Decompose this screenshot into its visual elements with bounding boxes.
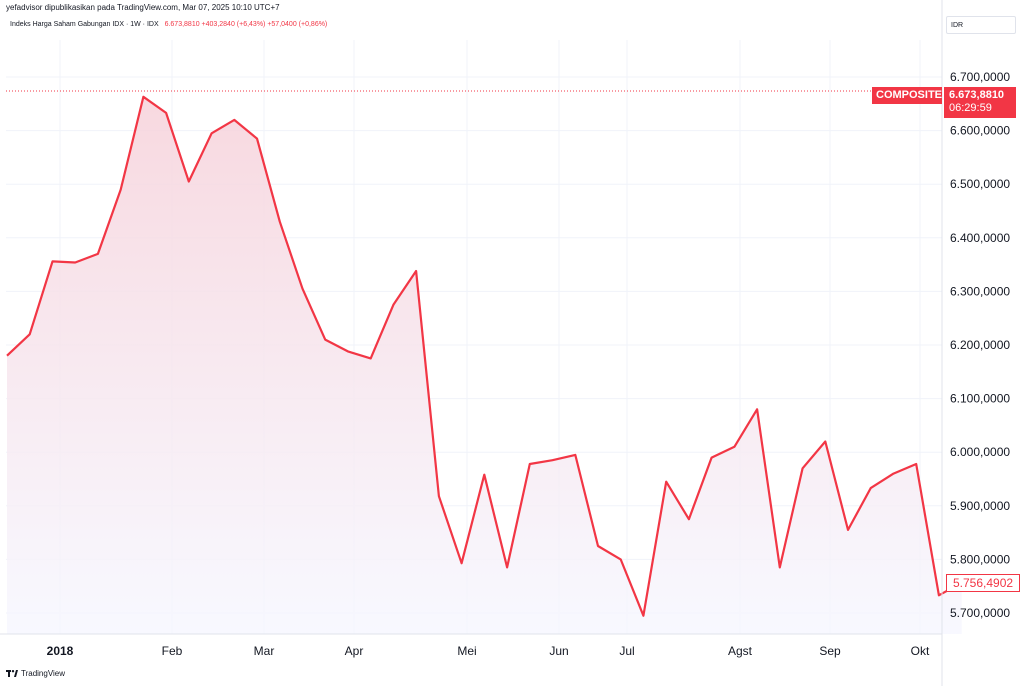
y-tick-label: 6.300,0000 [950,284,1010,298]
y-tick-label: 5.800,0000 [950,552,1010,566]
footer[interactable]: TradingView [6,669,65,678]
current-price-value: 6.673,8810 [949,89,1005,101]
y-tick-label: 6.700,0000 [950,70,1010,84]
symbol-name: Indeks Harga Saham Gabungan IDX · 1W · I… [10,21,159,28]
symbol-values: 6.673,8810 +403,2840 (+6,43%) +57,0400 (… [164,21,328,28]
x-tick-label: Okt [911,644,930,658]
x-tick-label: Jun [549,644,568,658]
countdown-timer: 06:29:59 [949,102,992,114]
y-tick-label: 6.100,0000 [950,392,1010,406]
x-tick-label: Agst [728,644,753,658]
x-axis-labels: 2018 Feb Mar Apr Mei Jun Jul Agst Sep Okt [47,644,930,658]
x-tick-label: Apr [345,644,364,658]
y-tick-label: 5.700,0000 [950,606,1010,620]
currency-label[interactable]: IDR [946,16,1016,34]
tradingview-logo-icon [6,669,18,677]
composite-badge: COMPOSITE [872,87,942,104]
footer-brand: TradingView [21,669,66,678]
x-tick-label: Mar [254,644,275,658]
y-tick-label: 5.900,0000 [950,499,1010,513]
publisher-info: yefadvisor dipublikasikan pada TradingVi… [6,3,280,12]
price-area [7,96,962,635]
x-tick-label: Feb [162,644,183,658]
x-tick-label: Jul [619,644,634,658]
x-tick-label: Mei [457,644,476,658]
y-tick-label: 6.000,0000 [950,445,1010,459]
symbol-legend[interactable]: Indeks Harga Saham Gabungan IDX · 1W · I… [10,21,327,28]
y-tick-label: 6.500,0000 [950,177,1010,191]
price-line [6,95,963,617]
y-axis-labels: 6.700,0000 6.600,0000 6.500,0000 6.400,0000… [950,70,1010,620]
current-price-badge: 6.673,8810 06:29:59 [944,87,1016,118]
last-value-label: 5.756,4902 [946,574,1021,592]
x-tick-label: Sep [819,644,841,658]
y-tick-label: 6.600,0000 [950,124,1010,138]
y-tick-label: 6.200,0000 [950,338,1010,352]
x-tick-label: 2018 [47,644,74,658]
y-tick-label: 6.400,0000 [950,231,1010,245]
